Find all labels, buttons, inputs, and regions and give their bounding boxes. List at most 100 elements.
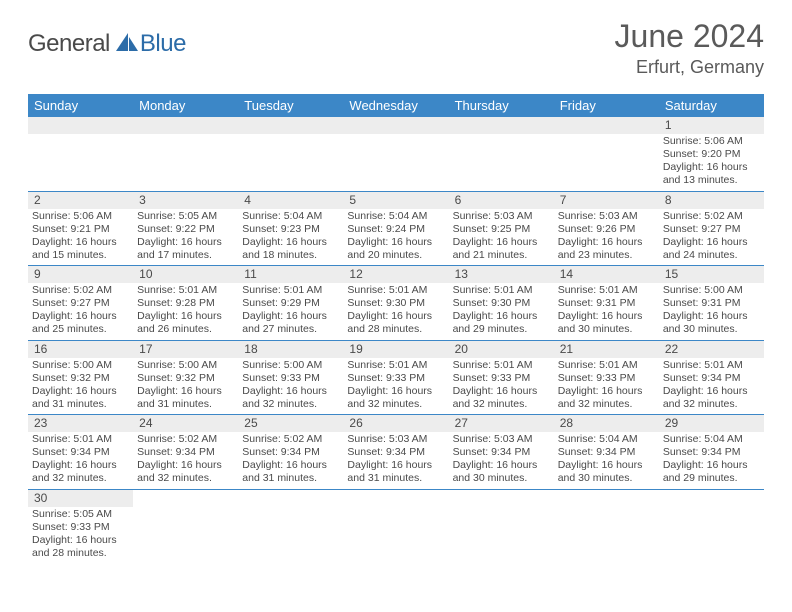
weekday-header: Monday xyxy=(133,94,238,117)
weekday-header: Friday xyxy=(554,94,659,117)
sunrise-line: Sunrise: 5:01 AM xyxy=(453,284,550,297)
sunrise-line: Sunrise: 5:01 AM xyxy=(347,284,444,297)
day-number-cell xyxy=(133,117,238,134)
daylight-line: Daylight: 16 hours and 32 minutes. xyxy=(32,459,129,485)
day-data-cell: Sunrise: 5:01 AMSunset: 9:34 PMDaylight:… xyxy=(28,432,133,489)
day-data-cell xyxy=(554,507,659,564)
sunrise-line: Sunrise: 5:02 AM xyxy=(32,284,129,297)
sunrise-line: Sunrise: 5:01 AM xyxy=(347,359,444,372)
day-number-cell xyxy=(238,117,343,134)
daylight-line: Daylight: 16 hours and 27 minutes. xyxy=(242,310,339,336)
daylight-line: Daylight: 16 hours and 30 minutes. xyxy=(663,310,760,336)
daylight-line: Daylight: 16 hours and 26 minutes. xyxy=(137,310,234,336)
daylight-line: Daylight: 16 hours and 13 minutes. xyxy=(663,161,760,187)
day-data-cell: Sunrise: 5:01 AMSunset: 9:28 PMDaylight:… xyxy=(133,283,238,340)
daylight-line: Daylight: 16 hours and 32 minutes. xyxy=(663,385,760,411)
sunrise-line: Sunrise: 5:04 AM xyxy=(558,433,655,446)
sunset-line: Sunset: 9:32 PM xyxy=(32,372,129,385)
sunrise-line: Sunrise: 5:01 AM xyxy=(137,284,234,297)
sunset-line: Sunset: 9:26 PM xyxy=(558,223,655,236)
daylight-line: Daylight: 16 hours and 32 minutes. xyxy=(347,385,444,411)
logo-text-1: General xyxy=(28,30,110,58)
sunrise-line: Sunrise: 5:03 AM xyxy=(347,433,444,446)
weekday-header: Thursday xyxy=(449,94,554,117)
sunset-line: Sunset: 9:30 PM xyxy=(453,297,550,310)
day-data-cell xyxy=(449,507,554,564)
day-data-cell: Sunrise: 5:01 AMSunset: 9:33 PMDaylight:… xyxy=(449,358,554,415)
daylight-line: Daylight: 16 hours and 30 minutes. xyxy=(558,310,655,336)
daylight-line: Daylight: 16 hours and 31 minutes. xyxy=(242,459,339,485)
day-number-cell: 26 xyxy=(343,415,448,433)
sunset-line: Sunset: 9:34 PM xyxy=(453,446,550,459)
sunrise-line: Sunrise: 5:03 AM xyxy=(453,210,550,223)
day-data-cell xyxy=(238,134,343,191)
calendar-table: Sunday Monday Tuesday Wednesday Thursday… xyxy=(28,94,764,563)
sunset-line: Sunset: 9:33 PM xyxy=(453,372,550,385)
sunset-line: Sunset: 9:34 PM xyxy=(558,446,655,459)
day-number-row: 30 xyxy=(28,489,764,507)
day-number-cell: 8 xyxy=(659,191,764,209)
daylight-line: Daylight: 16 hours and 24 minutes. xyxy=(663,236,760,262)
day-number-cell: 16 xyxy=(28,340,133,358)
daylight-line: Daylight: 16 hours and 21 minutes. xyxy=(453,236,550,262)
day-data-cell: Sunrise: 5:03 AMSunset: 9:26 PMDaylight:… xyxy=(554,209,659,266)
sunrise-line: Sunrise: 5:00 AM xyxy=(242,359,339,372)
sunrise-line: Sunrise: 5:01 AM xyxy=(663,359,760,372)
sunset-line: Sunset: 9:21 PM xyxy=(32,223,129,236)
day-data-cell: Sunrise: 5:03 AMSunset: 9:34 PMDaylight:… xyxy=(343,432,448,489)
weekday-header-row: Sunday Monday Tuesday Wednesday Thursday… xyxy=(28,94,764,117)
day-number-cell: 18 xyxy=(238,340,343,358)
weekday-header: Sunday xyxy=(28,94,133,117)
daylight-line: Daylight: 16 hours and 25 minutes. xyxy=(32,310,129,336)
day-number-cell xyxy=(554,489,659,507)
day-data-cell: Sunrise: 5:04 AMSunset: 9:24 PMDaylight:… xyxy=(343,209,448,266)
day-data-cell xyxy=(133,134,238,191)
weekday-header: Tuesday xyxy=(238,94,343,117)
daylight-line: Daylight: 16 hours and 28 minutes. xyxy=(32,534,129,560)
sunrise-line: Sunrise: 5:00 AM xyxy=(137,359,234,372)
sunset-line: Sunset: 9:27 PM xyxy=(32,297,129,310)
day-number-cell: 10 xyxy=(133,266,238,284)
day-data-cell xyxy=(133,507,238,564)
day-number-cell: 21 xyxy=(554,340,659,358)
daylight-line: Daylight: 16 hours and 23 minutes. xyxy=(558,236,655,262)
day-data-cell: Sunrise: 5:00 AMSunset: 9:32 PMDaylight:… xyxy=(28,358,133,415)
day-data-cell: Sunrise: 5:06 AMSunset: 9:21 PMDaylight:… xyxy=(28,209,133,266)
day-data-cell: Sunrise: 5:01 AMSunset: 9:30 PMDaylight:… xyxy=(343,283,448,340)
sunset-line: Sunset: 9:34 PM xyxy=(32,446,129,459)
day-data-cell: Sunrise: 5:04 AMSunset: 9:23 PMDaylight:… xyxy=(238,209,343,266)
sunrise-line: Sunrise: 5:05 AM xyxy=(137,210,234,223)
day-data-cell xyxy=(238,507,343,564)
day-number-cell: 7 xyxy=(554,191,659,209)
daylight-line: Daylight: 16 hours and 20 minutes. xyxy=(347,236,444,262)
day-data-cell: Sunrise: 5:01 AMSunset: 9:29 PMDaylight:… xyxy=(238,283,343,340)
day-data-cell: Sunrise: 5:03 AMSunset: 9:25 PMDaylight:… xyxy=(449,209,554,266)
daylight-line: Daylight: 16 hours and 28 minutes. xyxy=(347,310,444,336)
day-data-row: Sunrise: 5:02 AMSunset: 9:27 PMDaylight:… xyxy=(28,283,764,340)
sunrise-line: Sunrise: 5:04 AM xyxy=(663,433,760,446)
sunrise-line: Sunrise: 5:04 AM xyxy=(347,210,444,223)
logo: General Blue xyxy=(28,30,186,58)
daylight-line: Daylight: 16 hours and 31 minutes. xyxy=(32,385,129,411)
day-number-cell xyxy=(449,117,554,134)
day-data-cell: Sunrise: 5:01 AMSunset: 9:31 PMDaylight:… xyxy=(554,283,659,340)
day-data-row: Sunrise: 5:06 AMSunset: 9:20 PMDaylight:… xyxy=(28,134,764,191)
day-number-row: 9101112131415 xyxy=(28,266,764,284)
sunset-line: Sunset: 9:24 PM xyxy=(347,223,444,236)
daylight-line: Daylight: 16 hours and 29 minutes. xyxy=(453,310,550,336)
daylight-line: Daylight: 16 hours and 32 minutes. xyxy=(558,385,655,411)
day-data-row: Sunrise: 5:06 AMSunset: 9:21 PM Daylight:… xyxy=(28,209,764,266)
day-data-cell: Sunrise: 5:02 AMSunset: 9:27 PMDaylight:… xyxy=(659,209,764,266)
sunrise-line: Sunrise: 5:06 AM xyxy=(32,210,129,223)
daylight-line: Daylight: 16 hours and 17 minutes. xyxy=(137,236,234,262)
day-data-cell: Sunrise: 5:00 AMSunset: 9:33 PMDaylight:… xyxy=(238,358,343,415)
sunrise-line: Sunrise: 5:01 AM xyxy=(242,284,339,297)
sunrise-line: Sunrise: 5:02 AM xyxy=(137,433,234,446)
title-block: June 2024 Erfurt, Germany xyxy=(615,18,764,78)
sunset-line: Sunset: 9:32 PM xyxy=(137,372,234,385)
day-number-cell: 17 xyxy=(133,340,238,358)
sunrise-line: Sunrise: 5:03 AM xyxy=(558,210,655,223)
day-number-cell: 2 xyxy=(28,191,133,209)
day-number-cell: 9 xyxy=(28,266,133,284)
sunrise-line: Sunrise: 5:00 AM xyxy=(32,359,129,372)
